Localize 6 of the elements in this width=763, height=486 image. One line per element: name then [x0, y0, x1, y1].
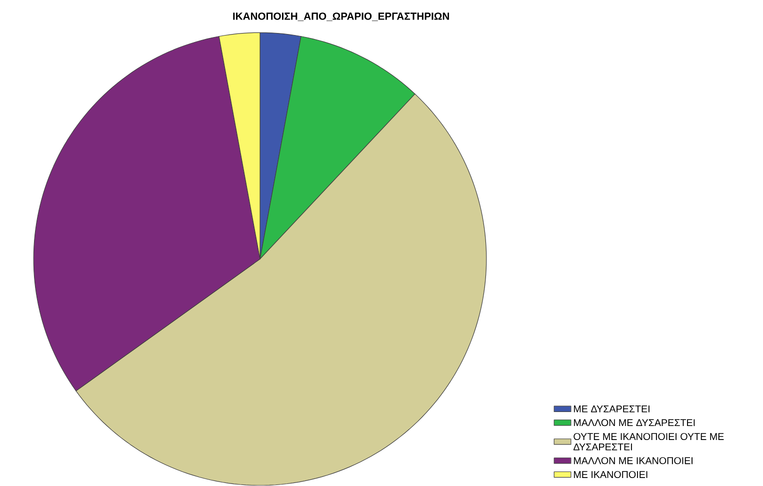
chart-title: ΙΚΑΝΟΠΟΙΣΗ_ΑΠΟ_ΩΡΑΡΙΟ_ΕΡΓΑΣΤΗΡΙΩΝ [233, 12, 449, 22]
legend-label: ΜΕ ΙΚΑΝΟΠΟΙΕΙ [574, 471, 648, 478]
legend-label: ΜΕ ΔΥΣΑΡΕΣΤΕΙ [574, 406, 650, 412]
legend-label: ΜΑΛΛΟΝ ΜΕ ΔΥΣΑΡΕΣΤΕΙ [574, 419, 695, 426]
legend-label: ΜΑΛΛΟΝ ΜΕ ΙΚΑΝΟΠΟΙΕΙ [574, 457, 692, 464]
legend-label: ΟΥΤΕ ΜΕ ΙΚΑΝΟΠΟΙΕΙ ΟΥΤΕ ΜΕ ΔΥΣΑΡΕΣΤΕΙ [573, 433, 724, 450]
